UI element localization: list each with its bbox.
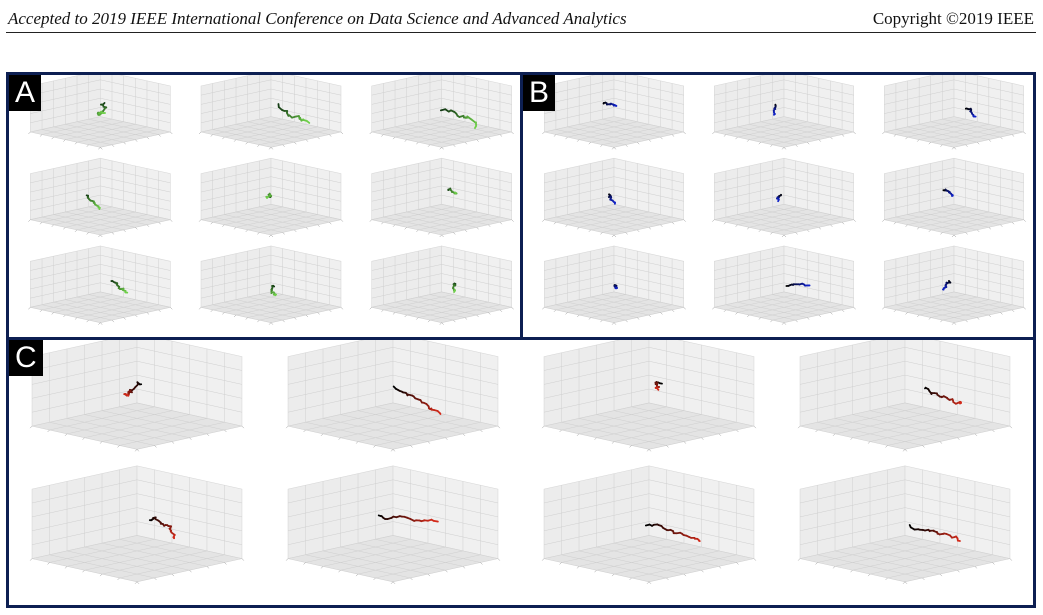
subplot-4 (28, 157, 173, 238)
panel-c-plots (29, 340, 1013, 584)
panel-c-label: C (9, 340, 43, 376)
subplot-5 (29, 465, 245, 584)
conference-note: Accepted to 2019 IEEE International Conf… (8, 9, 627, 28)
trajectory-figure: A B C (6, 72, 1036, 608)
subplot-7 (541, 465, 757, 584)
subplot-2 (285, 340, 501, 452)
panel-b-plots (542, 75, 1026, 325)
subplot-6 (369, 157, 514, 238)
copyright-note: Copyright ©2019 IEEE (872, 9, 1034, 28)
subplot-5 (712, 157, 856, 238)
header-rule (6, 32, 1036, 33)
subplot-4 (542, 157, 686, 238)
panel-b-label: B (523, 75, 556, 111)
subplot-1 (542, 75, 686, 150)
subplot-7 (542, 245, 686, 325)
subplot-8 (797, 465, 1013, 584)
subplot-9 (882, 245, 1026, 325)
subplot-8 (712, 245, 856, 325)
subplot-2 (712, 75, 856, 150)
subplot-6 (882, 157, 1026, 238)
subplot-1 (28, 75, 173, 150)
panel-b: B (520, 72, 1036, 341)
subplot-8 (198, 245, 344, 325)
subplot-5 (198, 157, 344, 238)
subplot-3 (882, 75, 1026, 150)
page-header: Accepted to 2019 IEEE International Conf… (6, 6, 1036, 32)
subplot-4 (797, 340, 1013, 452)
panel-a: A (6, 72, 524, 341)
subplot-6 (285, 465, 501, 584)
subplot-7 (28, 245, 173, 325)
panel-a-label: A (9, 75, 42, 111)
subplot-1 (29, 340, 245, 452)
panel-c: C (6, 337, 1036, 608)
subplot-9 (369, 245, 514, 325)
subplot-3 (369, 75, 514, 150)
panel-a-plots (28, 75, 514, 325)
subplot-2 (198, 75, 344, 150)
subplot-3 (541, 340, 757, 452)
